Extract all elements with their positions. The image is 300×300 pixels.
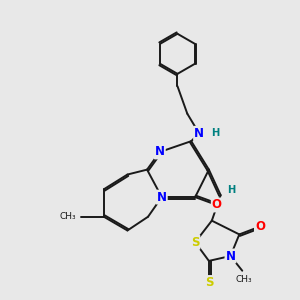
Text: H: H bbox=[211, 128, 219, 138]
Text: N: N bbox=[157, 190, 167, 204]
Text: CH₃: CH₃ bbox=[236, 275, 252, 284]
Text: O: O bbox=[212, 199, 222, 212]
Text: S: S bbox=[191, 236, 200, 249]
Text: H: H bbox=[227, 185, 235, 195]
Text: O: O bbox=[255, 220, 265, 233]
Text: N: N bbox=[194, 127, 204, 140]
Text: S: S bbox=[205, 276, 213, 289]
Text: CH₃: CH₃ bbox=[59, 212, 76, 221]
Text: N: N bbox=[155, 146, 165, 158]
Text: N: N bbox=[226, 250, 236, 262]
